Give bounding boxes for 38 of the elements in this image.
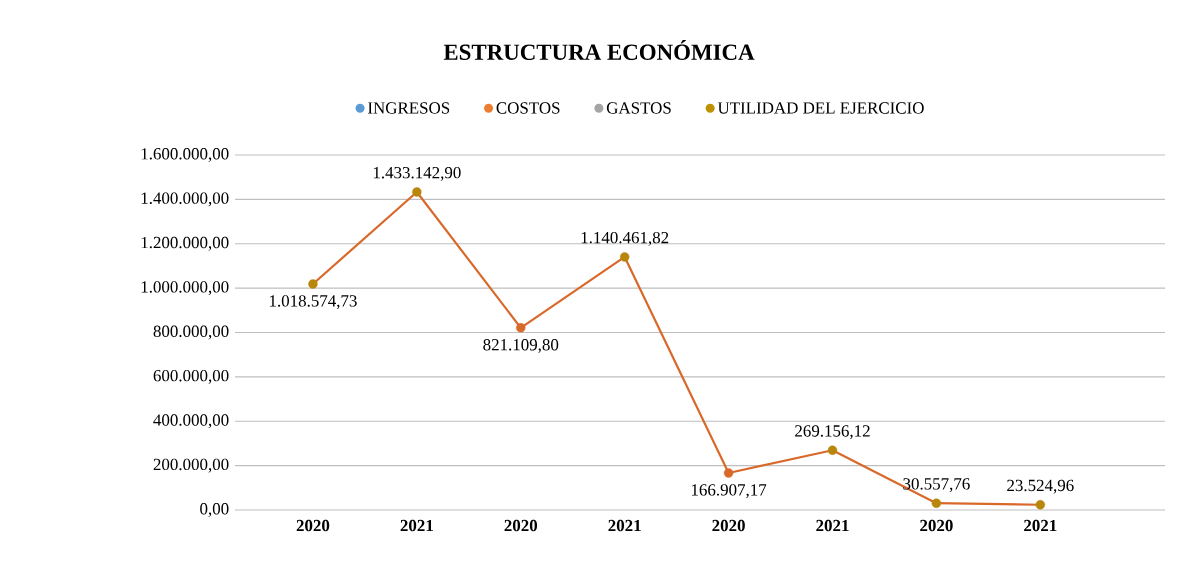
legend-label: INGRESOS bbox=[367, 102, 450, 114]
x-tick-label: 2020 bbox=[712, 519, 745, 532]
data-label: 166.907,17 bbox=[691, 484, 767, 499]
y-tick-label: 1.400.000,00 bbox=[141, 192, 229, 207]
legend-label: GASTOS bbox=[606, 102, 671, 114]
point bbox=[1035, 500, 1046, 510]
data-label: 1.018.574,73 bbox=[269, 295, 357, 310]
legend-label: COSTOS bbox=[496, 102, 560, 114]
y-tick-label: 1.000.000,00 bbox=[141, 281, 229, 296]
data-label: 269.156,12 bbox=[795, 425, 870, 440]
x-tick-label: 2021 bbox=[1024, 519, 1057, 532]
y-tick-label: 200.000,00 bbox=[153, 458, 229, 473]
x-tick-label: 2020 bbox=[296, 519, 330, 532]
y-tick-label: 1.200.000,00 bbox=[141, 236, 229, 251]
data-label: 1.140.461,82 bbox=[581, 231, 669, 246]
y-tick-label: 600.000,00 bbox=[153, 369, 229, 384]
point bbox=[931, 498, 942, 508]
point bbox=[827, 445, 838, 455]
data-label: 821.109,80 bbox=[483, 339, 559, 353]
x-tick-label: 2021 bbox=[608, 519, 641, 532]
x-tick-label: 2020 bbox=[920, 519, 953, 532]
point bbox=[723, 468, 734, 478]
point bbox=[516, 323, 526, 333]
point bbox=[412, 187, 422, 197]
data-label: 23.524,96 bbox=[1007, 479, 1074, 494]
y-tick-label: 800.000,00 bbox=[153, 325, 229, 340]
y-tick-label: 400.000,00 bbox=[153, 414, 229, 429]
x-tick-label: 2020 bbox=[504, 519, 538, 532]
point bbox=[308, 279, 318, 289]
data-label: 30.557,76 bbox=[903, 478, 970, 493]
chart-title: ESTRUCTURA ECONÓMICA bbox=[443, 40, 755, 60]
y-tick-label: 1.600.000,00 bbox=[141, 148, 229, 162]
data-label: 1.433.142,90 bbox=[373, 166, 461, 181]
x-tick-label: 2021 bbox=[816, 519, 849, 532]
y-tick-label: 0,00 bbox=[200, 503, 229, 517]
point bbox=[619, 252, 630, 262]
x-tick-label: 2021 bbox=[400, 519, 433, 532]
legend-label: UTILIDAD DEL EJERCICIO bbox=[717, 102, 924, 114]
